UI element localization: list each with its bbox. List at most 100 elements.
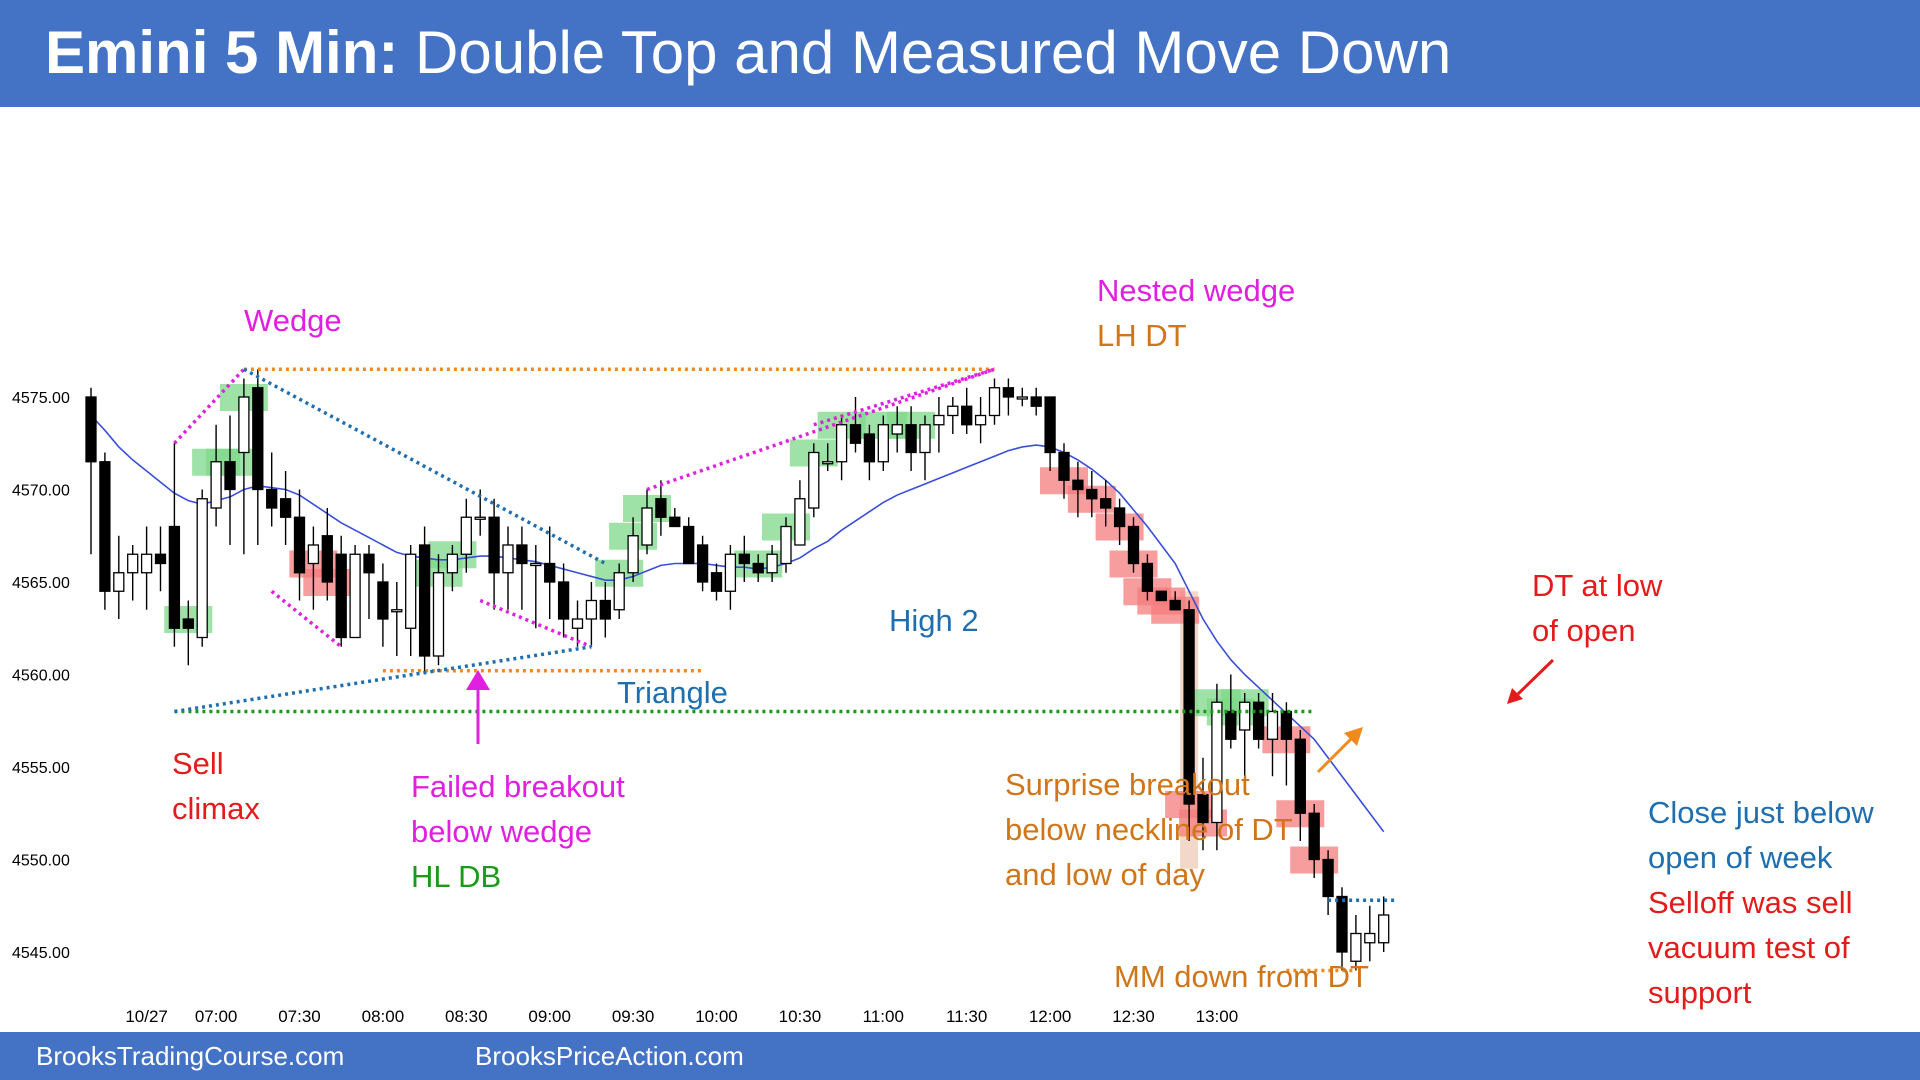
annotation-sell2: climax bbox=[172, 791, 260, 826]
bear-candle bbox=[516, 544, 528, 565]
x-tick-label: 08:30 bbox=[445, 1007, 488, 1026]
bull-candle bbox=[238, 396, 250, 454]
bull-candle bbox=[446, 553, 459, 574]
annotation-sv3: support bbox=[1648, 975, 1752, 1010]
bear-candle bbox=[544, 562, 556, 583]
bear-candle bbox=[683, 525, 695, 565]
bull-candle bbox=[627, 535, 639, 574]
bull-candle bbox=[947, 405, 959, 417]
blue-dotted-line bbox=[243, 367, 607, 566]
bull-candle bbox=[502, 544, 514, 574]
bear-candle bbox=[1100, 498, 1112, 509]
bull-candle bbox=[571, 618, 584, 629]
x-tick-label: 08:00 bbox=[362, 1007, 405, 1026]
bear-candle bbox=[377, 581, 389, 620]
bear-candle bbox=[182, 618, 194, 629]
bear-candle bbox=[710, 572, 723, 592]
bull-candle bbox=[641, 507, 653, 546]
bear-candle bbox=[752, 562, 764, 574]
bear-candle bbox=[1252, 701, 1265, 740]
bull-candle bbox=[460, 516, 472, 555]
bear-candle bbox=[99, 461, 111, 592]
x-tick-label: 13:00 bbox=[1196, 1007, 1239, 1026]
bear-candle bbox=[266, 488, 278, 509]
bear-candle bbox=[696, 544, 709, 583]
annotation-sb1: Surprise breakout bbox=[1005, 767, 1250, 802]
magenta-dotted-line bbox=[270, 589, 343, 649]
annotation-lhdt: LH DT bbox=[1097, 318, 1187, 353]
y-tick-label: 4560.00 bbox=[12, 668, 70, 685]
bear-candle bbox=[1336, 895, 1348, 953]
page-title: Emini 5 Min: Double Top and Measured Mov… bbox=[45, 18, 1451, 87]
bull-candle bbox=[196, 498, 208, 639]
bear-candle bbox=[418, 544, 431, 657]
bull-candle bbox=[822, 461, 834, 465]
bull-candle bbox=[349, 553, 361, 639]
annotation-hldb: HL DB bbox=[411, 859, 501, 894]
title-bold: Emini 5 Min: bbox=[45, 19, 399, 86]
annotation-mm: MM down from DT bbox=[1114, 959, 1369, 994]
surprise-breakout-arrow bbox=[1316, 735, 1355, 774]
bull-candle bbox=[307, 544, 320, 565]
bear-candle bbox=[863, 433, 876, 463]
bear-candle bbox=[599, 599, 611, 620]
x-tick-label: 10:00 bbox=[695, 1007, 738, 1026]
bull-candle bbox=[808, 451, 820, 509]
bull-candle bbox=[432, 572, 445, 657]
bear-candle bbox=[1322, 858, 1334, 898]
annotation-sell1: Sell bbox=[172, 746, 224, 781]
annotation-fb1: Failed breakout bbox=[411, 769, 625, 804]
bear-candle bbox=[363, 553, 375, 574]
bear-candle bbox=[1183, 609, 1195, 805]
bear-candle bbox=[1002, 387, 1015, 398]
bear-candle bbox=[168, 525, 181, 629]
magenta-dotted-line bbox=[173, 368, 246, 445]
bear-candle bbox=[738, 553, 750, 565]
dt-low-arrow bbox=[1516, 658, 1555, 696]
bull-candle bbox=[585, 599, 598, 620]
x-tick-label: 10/27 bbox=[125, 1007, 168, 1026]
bear-candle bbox=[1225, 710, 1237, 740]
bull-candle bbox=[1211, 701, 1223, 824]
bear-candle bbox=[279, 498, 292, 518]
magenta-dotted-line bbox=[479, 598, 593, 649]
annotation-fb2: below wedge bbox=[411, 814, 592, 849]
bull-candle bbox=[474, 516, 486, 520]
bull-candle bbox=[405, 553, 417, 629]
bull-candle bbox=[1364, 932, 1376, 944]
bear-candle bbox=[293, 516, 306, 574]
bull-candle bbox=[1378, 914, 1390, 944]
bull-candle bbox=[127, 553, 139, 574]
bull-candle bbox=[391, 609, 403, 613]
bull-candle bbox=[919, 424, 931, 454]
y-tick-label: 4575.00 bbox=[12, 390, 70, 407]
footer-right-link[interactable]: BrooksPriceAction.com bbox=[475, 1041, 744, 1071]
y-tick-label: 4570.00 bbox=[12, 483, 70, 500]
footer-left-link[interactable]: BrooksTradingCourse.com bbox=[36, 1041, 345, 1071]
bull-candle bbox=[210, 461, 222, 509]
bull-candle bbox=[724, 553, 737, 592]
y-tick-label: 4565.00 bbox=[12, 575, 70, 592]
bear-candle bbox=[252, 387, 264, 491]
annotation-high2: High 2 bbox=[889, 603, 979, 638]
bull-candle bbox=[613, 572, 625, 611]
bull-candle bbox=[933, 414, 945, 426]
x-tick-label: 09:30 bbox=[612, 1007, 655, 1026]
bear-candle bbox=[1127, 525, 1140, 565]
annotation-sv2: vacuum test of bbox=[1648, 930, 1850, 965]
bull-candle bbox=[835, 424, 848, 463]
bear-candle bbox=[1113, 507, 1126, 528]
annotation-sb3: and low of day bbox=[1005, 857, 1205, 892]
bear-candle bbox=[1155, 590, 1167, 602]
bear-candle bbox=[1280, 710, 1293, 740]
magenta-dotted-line bbox=[646, 367, 996, 492]
annotation-wedge: Wedge bbox=[244, 303, 342, 338]
bear-candle bbox=[1141, 562, 1154, 592]
bull-candle bbox=[794, 498, 806, 546]
bull-candle bbox=[1016, 396, 1028, 400]
bear-candle bbox=[1197, 794, 1209, 824]
bull-candle bbox=[1239, 701, 1251, 731]
x-tick-label: 07:30 bbox=[278, 1007, 321, 1026]
dt-low-arrowhead bbox=[1507, 688, 1523, 704]
bull-candle bbox=[1266, 710, 1279, 740]
